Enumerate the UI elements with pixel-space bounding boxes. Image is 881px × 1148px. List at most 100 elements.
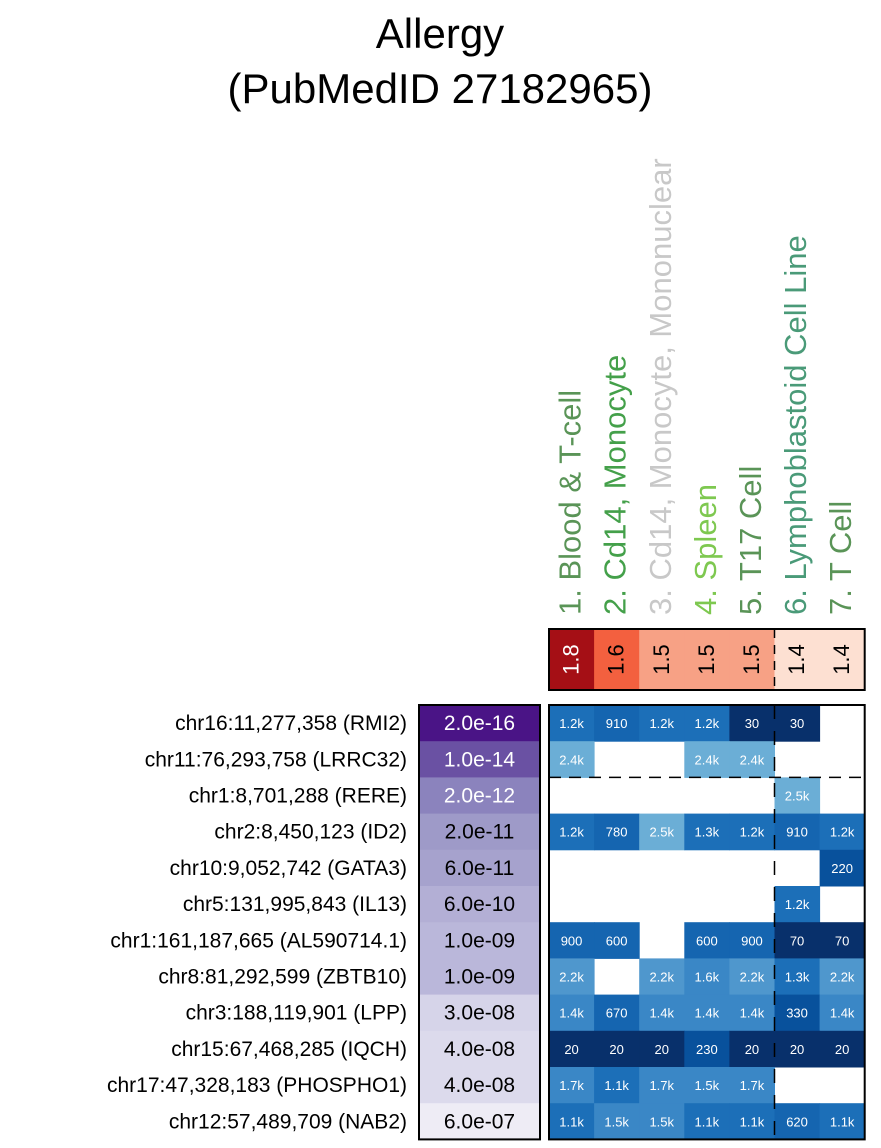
distance-label: 230 [696,1042,718,1057]
column-label: 6. Lymphoblastoid Cell Line [778,235,813,615]
pvalue-label: 2.0e-16 [444,712,515,735]
distance-label: 670 [606,1006,628,1021]
distance-cell [594,1067,640,1104]
column-label: 3. Cd14, Monocyte, Mononuclear [643,158,678,615]
pvalue-label: 4.0e-08 [444,1038,515,1061]
distance-label: 620 [786,1114,808,1129]
distance-cell [684,1030,730,1068]
distance-cell [819,994,866,1032]
distance-label: 1.2k [740,825,765,840]
distance-label: 2.2k [559,970,584,985]
distance-cell [774,922,821,959]
enrichment-frame [548,628,866,691]
distance-cell [549,813,595,851]
enrichment-label: 1.5 [694,644,719,675]
distance-label: 1.2k [649,716,674,731]
distance-cell [549,741,595,778]
distance-cell [684,1103,730,1140]
locus-label: chr12:57,489,709 (NAB2) [169,1110,407,1133]
column-label: 4. Spleen [688,484,723,615]
distance-label: 1.3k [695,825,720,840]
locus-label: chr5:131,995,843 (IL13) [183,893,407,916]
distance-cell [729,813,775,851]
enrichment-row: 1.8 1.6 1.5 1.5 1.5 1.4 1.4 [549,629,866,690]
enrichment-label: 1.5 [739,644,764,675]
distance-cell [639,958,685,996]
locus-label: chr8:81,292,599 (ZBTB10) [158,966,407,989]
distance-label: 2.2k [830,970,855,985]
column-labels: 1. Blood & T-cell 2. Cd14, Monocyte 3. Cd1… [553,158,859,615]
distance-cell [774,886,821,923]
distance-label: 2.5k [785,789,810,804]
pvalue-label: 4.0e-08 [444,1074,515,1097]
distance-cell [819,813,866,851]
distance-label: 1.5k [604,1114,629,1129]
distance-cell [549,922,595,959]
locus-label: chr11:76,293,758 (LRRC32) [145,748,407,771]
distance-label: 20 [655,1042,669,1057]
pvalue-label: 6.0e-11 [445,857,515,880]
locus-label: chr17:47,328,183 (PHOSPHO1) [107,1074,407,1097]
distance-label: 2.4k [740,752,765,767]
enrichment-cell [819,629,866,690]
pvalue-cell [419,705,540,742]
distance-cell [684,1067,730,1104]
distance-label: 20 [609,1042,623,1057]
distance-cell [819,922,866,959]
enrichment-cell [774,629,821,690]
distance-cell [729,958,775,996]
chart-title-line2: (PubMedID 27182965) [228,65,653,112]
distance-cell [684,741,730,778]
distance-label: 1.1k [830,1114,855,1129]
pvalue-label: 6.0e-10 [444,893,515,916]
distance-cell [774,1103,821,1140]
distance-label: 20 [790,1042,804,1057]
pvalue-cell [419,813,540,851]
pvalue-label: 2.0e-12 [444,785,515,808]
distance-cell [549,994,595,1032]
distance-cell [774,994,821,1032]
pvalue-label: 6.0e-07 [444,1110,515,1133]
distance-cell [774,958,821,996]
distance-label: 1.4k [695,1006,720,1021]
enrichment-label: 1.4 [829,644,854,675]
distance-cell [594,705,640,742]
column-label: 5. T17 Cell [733,466,768,615]
distance-cell [684,813,730,851]
pvalue-cell [419,1103,540,1140]
distance-cell [549,1030,595,1068]
row-labels: chr16:11,277,358 (RMI2) chr11:76,293,758 … [107,712,407,1133]
pvalue-cell [419,886,540,923]
distance-cell [684,958,730,996]
distance-label: 1.6k [695,970,720,985]
distance-cell [639,813,685,851]
enrichment-cell [729,629,775,690]
distance-cell [729,1103,775,1140]
distance-cell [774,705,821,742]
distance-label: 1.4k [649,1006,674,1021]
distance-cell [684,705,730,742]
distance-cell [729,1030,775,1068]
distance-label: 2.4k [695,752,720,767]
distance-label: 20 [564,1042,578,1057]
distance-label: 330 [786,1006,808,1021]
locus-label: chr10:9,052,742 (GATA3) [170,857,407,880]
pvalue-cell [419,741,540,778]
distance-label: 70 [790,933,804,948]
pvalue-label: 2.0e-11 [445,821,515,844]
distance-cell [549,1067,595,1104]
enrichment-cell [684,629,730,690]
distance-label: 900 [561,933,583,948]
column-label: 2. Cd14, Monocyte [598,355,633,615]
distance-label: 1.4k [740,1006,765,1021]
distance-label: 1.2k [785,897,810,912]
distance-cell [729,741,775,778]
distance-cell [729,705,775,742]
distance-cell [549,1103,595,1140]
pvalue-cell [419,922,540,959]
distance-cell [594,1103,640,1140]
distance-label: 1.5k [649,1114,674,1129]
distance-cell [684,922,730,959]
distance-cell [774,777,821,815]
